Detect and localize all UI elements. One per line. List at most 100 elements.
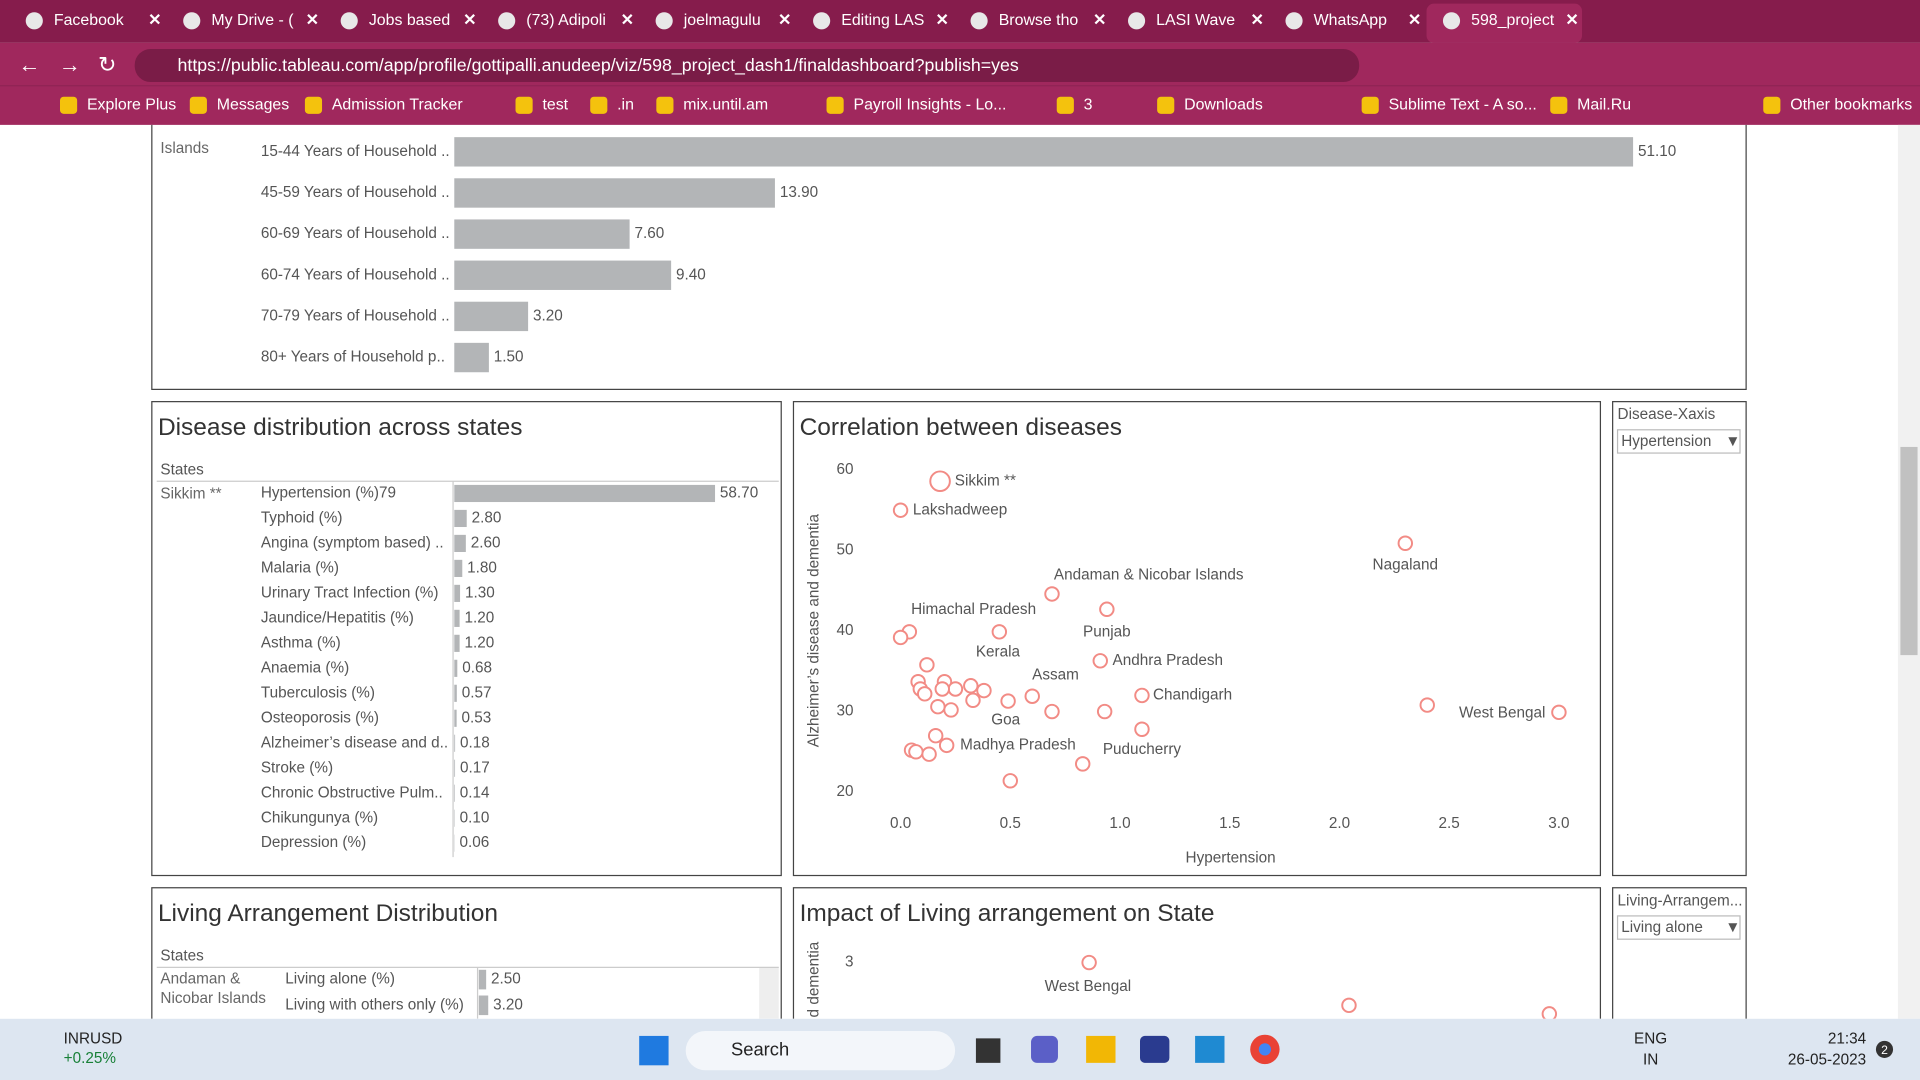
point[interactable]	[927, 727, 944, 744]
bar[interactable]	[454, 260, 672, 290]
filter-value[interactable]: Hypertension	[1621, 433, 1711, 450]
bar[interactable]	[454, 584, 461, 602]
bookmark[interactable]: Downloads	[1184, 97, 1263, 114]
tab-close[interactable]: ✕	[1408, 12, 1421, 29]
bar[interactable]	[454, 509, 467, 528]
point[interactable]	[919, 657, 935, 673]
active-tab[interactable]	[1426, 3, 1583, 43]
app-icon[interactable]	[1140, 1035, 1170, 1063]
point[interactable]	[1099, 601, 1115, 617]
date[interactable]: 26-05-2023	[1788, 1051, 1866, 1068]
app-icon[interactable]	[1086, 1035, 1116, 1063]
tab-close[interactable]: ✕	[621, 12, 634, 29]
point[interactable]	[976, 682, 992, 699]
point[interactable]	[947, 681, 964, 697]
point[interactable]	[1096, 703, 1113, 720]
bookmark[interactable]: 3	[1084, 97, 1093, 114]
point[interactable]	[943, 702, 959, 718]
tab-title[interactable]: (73) Adipoli	[526, 12, 606, 29]
tab-title[interactable]: joelmagulu	[683, 12, 761, 29]
url[interactable]: https://public.tableau.com/app/profile/g…	[178, 55, 1019, 76]
point[interactable]	[892, 502, 909, 518]
tab-title[interactable]: 598_project	[1471, 12, 1555, 29]
point[interactable]	[921, 746, 937, 762]
point[interactable]	[1341, 997, 1357, 1014]
region[interactable]: IN	[1643, 1051, 1658, 1068]
search-box[interactable]	[685, 1031, 956, 1071]
point[interactable]	[1551, 704, 1567, 721]
point[interactable]	[1081, 954, 1097, 971]
app-icon[interactable]	[975, 1038, 1001, 1063]
point[interactable]	[892, 629, 909, 646]
bar[interactable]	[454, 709, 457, 727]
point[interactable]	[965, 692, 981, 708]
tab-title[interactable]: WhatsApp	[1314, 12, 1388, 29]
app-icon[interactable]	[1195, 1035, 1225, 1063]
bar[interactable]	[454, 534, 466, 552]
tab-title[interactable]: Editing LAS	[841, 12, 924, 29]
scroll-thumb[interactable]	[1900, 446, 1918, 656]
tab-close[interactable]: ✕	[148, 12, 161, 29]
search-label[interactable]: Search	[731, 1038, 789, 1059]
tab-close[interactable]: ✕	[936, 12, 949, 29]
point[interactable]	[938, 737, 955, 754]
dropdown-arrow[interactable]: ▼	[1725, 433, 1740, 450]
bar[interactable]	[454, 659, 458, 677]
bar[interactable]	[454, 484, 716, 503]
bookmark[interactable]: Explore Plus	[87, 97, 176, 114]
bar[interactable]	[454, 784, 455, 802]
bookmark[interactable]: mix.until.am	[683, 97, 768, 114]
tab-title[interactable]: Browse tho	[999, 12, 1079, 29]
point[interactable]	[930, 698, 946, 715]
bar[interactable]	[454, 137, 1634, 167]
tab-close[interactable]: ✕	[1565, 12, 1578, 29]
point[interactable]	[991, 624, 1008, 640]
tab-title[interactable]: LASI Wave	[1156, 12, 1235, 29]
point[interactable]	[934, 681, 950, 697]
tab-close[interactable]: ✕	[778, 12, 791, 29]
bar[interactable]	[454, 759, 456, 777]
filter-select[interactable]	[1616, 429, 1741, 454]
dropdown-arrow[interactable]: ▼	[1725, 919, 1740, 936]
panel-scrollbar[interactable]	[759, 967, 779, 1019]
point[interactable]	[908, 744, 924, 760]
back-button[interactable]: ←	[18, 52, 40, 77]
bookmark[interactable]: test	[542, 97, 568, 114]
point[interactable]	[1044, 586, 1060, 602]
tab-close[interactable]: ✕	[306, 12, 319, 29]
tab-title[interactable]: Facebook	[54, 12, 124, 29]
bar[interactable]	[454, 734, 456, 752]
bar[interactable]	[454, 178, 775, 208]
bookmark[interactable]: Mail.Ru	[1577, 97, 1631, 114]
bar[interactable]	[454, 342, 489, 373]
bookmark[interactable]: Admission Tracker	[332, 97, 464, 114]
bookmark[interactable]: .in	[617, 97, 634, 114]
bookmark[interactable]: Messages	[217, 97, 290, 114]
language[interactable]: ENG	[1634, 1031, 1667, 1048]
filter-value[interactable]: Living alone	[1621, 919, 1703, 936]
point[interactable]	[1024, 688, 1040, 704]
bar[interactable]	[454, 559, 463, 577]
bar[interactable]	[454, 684, 457, 702]
point[interactable]	[1044, 703, 1060, 720]
bar[interactable]	[478, 969, 487, 990]
point[interactable]	[1002, 773, 1019, 789]
point[interactable]	[916, 686, 933, 702]
bookmark[interactable]: Other bookmarks	[1790, 97, 1912, 114]
bar[interactable]	[454, 219, 630, 249]
app-icon[interactable]	[1031, 1035, 1058, 1063]
clock[interactable]: 21:34	[1828, 1031, 1867, 1048]
point[interactable]	[1000, 693, 1016, 709]
bar[interactable]	[454, 301, 529, 332]
point[interactable]	[1419, 697, 1435, 713]
tab-close[interactable]: ✕	[463, 12, 476, 29]
tab-title[interactable]: My Drive - (	[211, 12, 294, 29]
point[interactable]	[1092, 653, 1108, 669]
tab-close[interactable]: ✕	[1093, 12, 1106, 29]
point[interactable]	[1541, 1006, 1558, 1020]
point[interactable]	[963, 678, 979, 694]
point[interactable]	[1134, 721, 1150, 737]
bookmark[interactable]: Sublime Text - A so...	[1389, 97, 1537, 114]
point[interactable]	[1075, 756, 1091, 772]
bar[interactable]	[454, 634, 460, 652]
